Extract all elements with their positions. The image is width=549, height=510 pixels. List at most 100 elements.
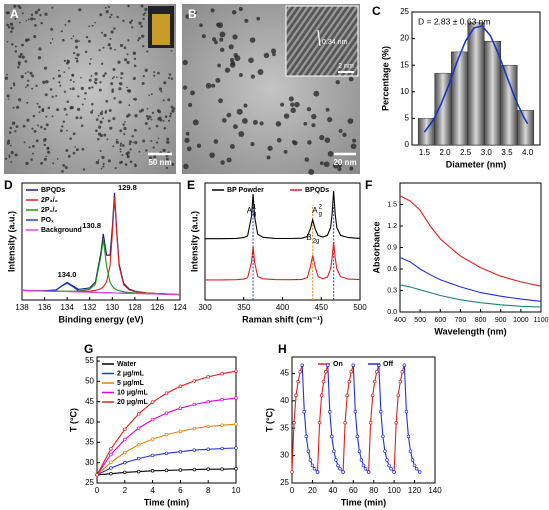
particle	[350, 143, 357, 150]
particle	[231, 10, 237, 15]
x-tick-label: 500	[353, 303, 367, 312]
particle	[311, 123, 316, 128]
plot-frame	[204, 182, 361, 301]
particle	[38, 105, 41, 109]
particle	[102, 46, 105, 49]
x-tick-label: 100	[387, 486, 401, 495]
particle	[337, 166, 342, 172]
particle	[144, 12, 147, 15]
y-tick-label: 20	[400, 34, 409, 43]
particle	[94, 72, 98, 76]
peak-annotation: 130.8	[82, 221, 101, 230]
point	[123, 437, 127, 442]
particle	[128, 104, 131, 107]
point	[317, 420, 322, 425]
particle	[226, 157, 232, 163]
particle	[109, 46, 113, 50]
particle	[217, 63, 221, 68]
particle	[61, 170, 64, 173]
particle	[168, 73, 172, 76]
particle	[196, 143, 202, 148]
particle	[283, 149, 288, 154]
particle	[62, 164, 66, 167]
particle	[140, 4, 144, 8]
particle	[75, 148, 79, 152]
legend-label: 2P₃/₂	[41, 197, 58, 204]
particle	[10, 26, 15, 30]
legend-label: BPQDs	[41, 187, 65, 194]
particle	[134, 140, 138, 145]
particle	[338, 128, 343, 133]
plot-frame	[291, 356, 436, 484]
annotation: D = 2.83 ± 0.63 nm	[418, 16, 490, 26]
point	[192, 426, 197, 431]
particle	[64, 23, 67, 26]
particle	[148, 94, 150, 97]
point	[123, 427, 127, 432]
particle	[148, 115, 152, 119]
y-axis-label: T (°C)	[264, 408, 274, 432]
point	[178, 384, 183, 389]
series-line	[96, 397, 237, 476]
point	[136, 412, 141, 416]
y-tick-label: 1.5	[387, 201, 397, 208]
particle	[26, 118, 30, 122]
particle	[43, 157, 47, 161]
particle	[119, 150, 122, 153]
particle	[304, 157, 310, 162]
particle	[75, 116, 79, 120]
particle	[115, 140, 119, 144]
x-tick-label: 124	[173, 303, 187, 312]
particle	[192, 119, 199, 126]
particle	[34, 10, 39, 15]
y-tick-label: 0.6	[387, 266, 397, 273]
legend-label: POₓ	[41, 217, 54, 224]
x-tick-label: 400	[276, 303, 290, 312]
particle	[57, 74, 62, 78]
x-tick-label: 128	[128, 303, 142, 312]
peak-label-sub: g	[319, 212, 322, 218]
particle	[72, 51, 76, 55]
series-line	[301, 365, 421, 473]
x-tick-label: 8	[206, 486, 211, 495]
peak-label: A	[247, 206, 253, 215]
point	[109, 447, 113, 451]
particle	[88, 86, 91, 90]
vial-liquid	[152, 14, 170, 45]
particle	[10, 86, 13, 90]
particle	[119, 43, 124, 48]
particle	[233, 124, 238, 129]
particle	[323, 161, 330, 168]
particle	[243, 103, 248, 108]
particle	[234, 55, 241, 62]
point	[336, 463, 340, 468]
particle	[123, 133, 126, 136]
particle	[76, 107, 81, 112]
particle	[170, 49, 173, 52]
peak-annotation: 134.0	[58, 270, 77, 279]
particle	[201, 34, 206, 39]
particle	[114, 167, 117, 170]
y-tick-label: 45	[85, 397, 94, 406]
point	[192, 402, 197, 407]
particle	[248, 57, 254, 64]
point	[150, 417, 155, 422]
particle	[150, 140, 153, 142]
particle	[56, 158, 59, 160]
particle	[40, 161, 44, 165]
point	[366, 470, 371, 474]
particle	[126, 155, 130, 159]
particle	[43, 127, 47, 131]
particle	[158, 87, 163, 91]
point	[383, 449, 387, 453]
particle	[146, 50, 149, 53]
particle	[44, 12, 48, 16]
particle	[190, 90, 195, 96]
particle	[14, 50, 18, 53]
particle	[64, 166, 68, 169]
y-tick-label: 5	[405, 114, 410, 123]
point	[178, 429, 183, 434]
y-tick-label: 30	[85, 458, 94, 467]
particle	[144, 68, 148, 72]
particle	[72, 81, 75, 83]
